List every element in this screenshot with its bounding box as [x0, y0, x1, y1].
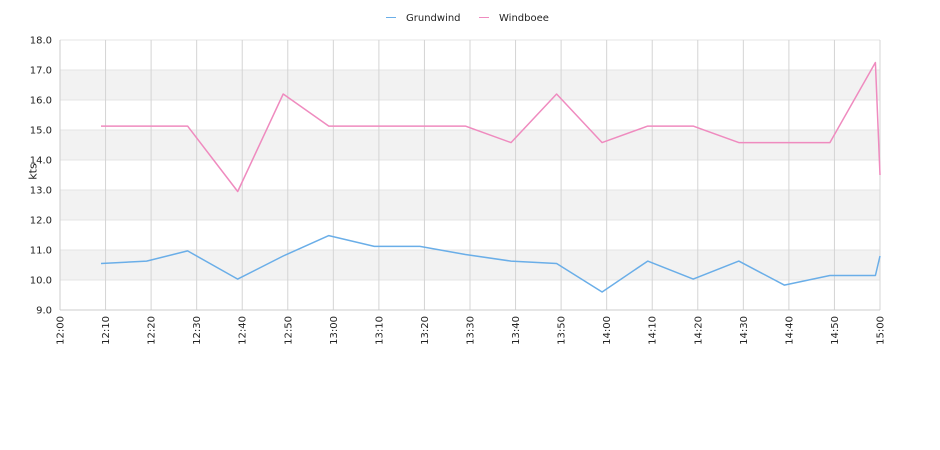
y-tick-label: 9.0 [36, 306, 52, 317]
legend-item-windboee[interactable]: Windboee [479, 13, 549, 24]
legend-label-windboee: Windboee [499, 13, 549, 24]
x-tick-label: 12:00 [56, 316, 67, 345]
x-tick-label: 13:30 [466, 316, 477, 345]
y-tick-label: 10.0 [30, 276, 52, 287]
x-tick-label: 13:00 [329, 316, 340, 345]
x-tick-label: 14:10 [648, 316, 659, 345]
x-tick-label: 14:40 [784, 316, 795, 345]
y-tick-label: 14.0 [30, 156, 52, 167]
x-tick-label: 12:30 [192, 316, 203, 345]
y-tick-label: 11.0 [30, 246, 52, 257]
y-tick-label: 13.0 [30, 186, 52, 197]
y-tick-label: 18.0 [30, 36, 52, 47]
x-tick-label: 14:20 [693, 316, 704, 345]
legend-item-grundwind[interactable]: Grundwind [386, 13, 461, 24]
x-tick-label: 12:10 [101, 316, 112, 345]
y-tick-label: 15.0 [30, 126, 52, 137]
y-tick-label: 12.0 [30, 216, 52, 227]
y-tick-label: 16.0 [30, 96, 52, 107]
series-line-windboee [101, 61, 881, 193]
x-tick-label: 12:50 [283, 316, 294, 345]
legend-label-grundwind: Grundwind [406, 13, 461, 24]
x-tick-label: 14:50 [830, 316, 841, 345]
x-tick-label: 12:20 [147, 316, 158, 345]
legend-swatch-windboee [479, 16, 489, 18]
y-axis-label: kts [26, 163, 40, 180]
x-tick-label: 14:30 [739, 316, 750, 345]
legend: Grundwind Windboee [0, 13, 940, 29]
x-tick-label: 15:00 [876, 316, 887, 345]
x-tick-label: 14:00 [602, 316, 613, 345]
series-line-grundwind [100, 234, 881, 293]
x-tick-label: 13:10 [374, 316, 385, 345]
x-tick-label: 13:40 [511, 316, 522, 345]
y-tick-label: 17.0 [30, 66, 52, 77]
legend-swatch-grundwind [386, 16, 396, 18]
x-tick-label: 12:40 [238, 316, 249, 345]
x-tick-label: 13:50 [557, 316, 568, 345]
x-tick-label: 13:20 [420, 316, 431, 345]
